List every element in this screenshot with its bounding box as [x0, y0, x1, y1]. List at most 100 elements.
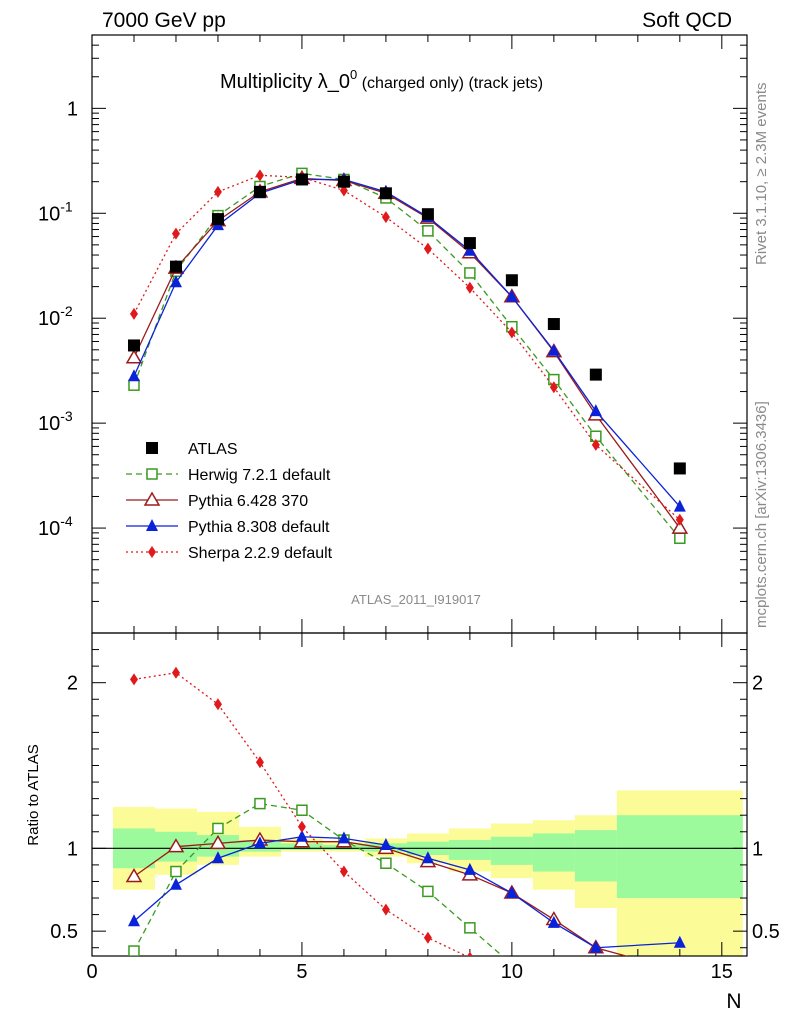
ratio-series-group	[125, 666, 687, 1002]
main-series-point	[507, 326, 516, 339]
legend: ATLAS Herwig 7.2.1 default Pythia 6.428 37…	[126, 441, 333, 562]
main-series-point	[464, 267, 476, 279]
ratio-band-inner	[490, 836, 533, 865]
main-series-point	[381, 211, 390, 224]
data-point	[379, 187, 392, 200]
legend-marker	[148, 546, 156, 558]
main-y-tick-label: 1	[67, 98, 78, 120]
ratio-series-point	[592, 981, 600, 993]
ratio-series-point	[673, 935, 686, 948]
ratio-series-point	[339, 865, 348, 878]
plot-title-suffix: (charged only) (track jets)	[357, 75, 543, 92]
main-series-point	[423, 242, 432, 255]
ratio-series-point	[380, 857, 392, 869]
main-y-tick-label: 10-1	[38, 198, 73, 225]
side-label-rivet: Rivet 3.1.10, ≥ 2.3M events	[753, 83, 770, 266]
x-tick-label: 10	[501, 961, 523, 983]
data-point	[463, 237, 476, 250]
legend-label: Sherpa 2.2.9 default	[188, 545, 333, 562]
ratio-y-tick-label: 2	[67, 673, 78, 695]
tick-label-base: 10	[38, 203, 60, 225]
ratio-series-point	[209, 834, 227, 850]
ratio-series-point	[171, 666, 180, 679]
main-y-tick-label: 10-4	[38, 513, 73, 540]
ratio-series-point	[421, 851, 434, 864]
ratio-series-point	[211, 851, 224, 864]
main-series-point	[125, 349, 143, 364]
x-tick-label: 5	[296, 961, 307, 983]
ratio-series-point	[550, 975, 558, 987]
main-series-point	[127, 369, 140, 382]
ratio-series-point	[464, 922, 476, 934]
ratio-y-tick-label: 0.5	[50, 921, 78, 943]
legend-label: ATLAS	[188, 441, 238, 458]
ratio-series-point	[169, 877, 182, 890]
ratio-y-tick-label: 1	[67, 838, 78, 860]
legend-label: Pythia 8.308 default	[188, 519, 330, 536]
main-series-point	[591, 438, 600, 451]
plot-title: Multiplicity λ_00 (charged only) (track …	[220, 67, 543, 93]
main-series-point	[505, 289, 518, 302]
x-axis-label: N	[726, 990, 741, 1013]
main-series-point	[671, 519, 689, 534]
legend-marker	[143, 491, 161, 506]
ratio-series-point	[591, 992, 601, 1002]
main-series-point	[171, 227, 180, 240]
ratio-band-inner	[616, 815, 743, 899]
ratio-y-tick-label-right: 1	[752, 838, 763, 860]
main-series-point	[169, 275, 182, 288]
ratio-band-inner	[532, 833, 575, 872]
ratio-series-point	[125, 868, 143, 883]
ratio-series-point	[422, 885, 434, 898]
legend-label: Herwig 7.2.1 default	[188, 467, 331, 484]
ratio-series-point	[213, 698, 222, 711]
ratio-panel-frame	[91, 632, 748, 957]
ratio-series-point	[297, 820, 306, 833]
main-series-point	[422, 225, 434, 237]
legend-marker	[146, 468, 158, 480]
ratio-series-point	[212, 822, 224, 835]
main-y-tick-label: 10-3	[38, 408, 73, 435]
legend-marker	[146, 519, 158, 531]
ratio-series-point	[255, 756, 264, 769]
ratio-series-point	[463, 862, 476, 875]
plot-title-main: Multiplicity λ_0	[220, 71, 350, 93]
ratio-series-point	[127, 914, 140, 927]
plot-title-superscript: 0	[350, 67, 357, 82]
main-series-point	[675, 513, 684, 526]
ratio-band-inner	[322, 845, 365, 850]
ratio-series-point	[381, 903, 390, 916]
tick-label-exponent: -1	[60, 198, 73, 214]
data-point	[169, 260, 182, 273]
ratio-series-point	[673, 964, 687, 976]
data-point	[421, 208, 434, 221]
main-series-point	[465, 281, 474, 294]
header-energy-label: 7000 GeV pp	[102, 9, 226, 32]
legend-label: Pythia 6.428 370	[188, 493, 308, 510]
data-point	[547, 318, 560, 331]
data-point	[337, 175, 350, 188]
ratio-series-point	[337, 831, 350, 844]
ratio-series-point	[167, 838, 185, 853]
data-point	[127, 339, 140, 352]
analysis-id-label: ATLAS_2011_I919017	[351, 592, 481, 607]
tick-label-exponent: -3	[60, 408, 73, 424]
main-panel-frame	[91, 34, 748, 634]
ratio-series-point	[170, 865, 182, 878]
ratio-series-point	[296, 804, 308, 816]
ratio-series-point	[423, 931, 432, 944]
main-series-point	[463, 243, 476, 256]
ratio-series-point	[129, 673, 138, 686]
main-series-point	[129, 307, 138, 320]
main-series-point	[673, 499, 686, 512]
ratio-band-inner	[448, 840, 491, 860]
header-category-label: Soft QCD	[642, 9, 732, 32]
tick-label-base: 10	[38, 518, 60, 540]
ratio-y-tick-label-right: 0.5	[752, 921, 780, 943]
main-series-point	[255, 169, 264, 182]
x-tick-label: 15	[711, 961, 733, 983]
ratio-series-point	[253, 836, 266, 849]
data-point	[253, 185, 266, 198]
